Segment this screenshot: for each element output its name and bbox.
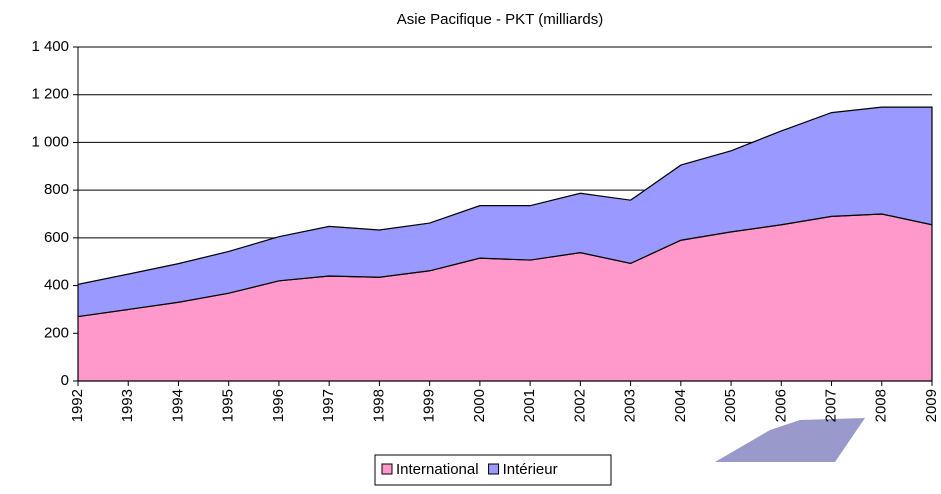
y-tick-label: 1 000	[31, 133, 69, 150]
x-tick-label: 2001	[521, 389, 538, 422]
x-tick-label: 1996	[270, 389, 287, 422]
decoration	[715, 418, 865, 462]
y-tick-label: 1 200	[31, 86, 69, 103]
legend-swatch	[488, 463, 500, 475]
x-tick-label: 1995	[220, 389, 237, 422]
x-tick-label: 1994	[169, 389, 186, 422]
y-tick-label: 800	[44, 181, 69, 198]
legend-label: International	[396, 461, 479, 478]
x-tick-label: 2009	[923, 389, 940, 422]
legend-swatch	[381, 463, 393, 475]
y-tick-label: 200	[44, 324, 69, 341]
legend-label: Intérieur	[503, 461, 558, 478]
x-tick-label: 1998	[370, 389, 387, 422]
x-tick-label: 2006	[772, 389, 789, 422]
x-tick-label: 2002	[571, 389, 588, 422]
x-tick-label: 2008	[873, 389, 890, 422]
chart-title: Asie Pacifique - PKT (milliards)	[397, 11, 603, 28]
x-tick-label: 1997	[320, 389, 337, 422]
y-tick-label: 1 400	[31, 38, 69, 55]
x-tick-label: 2004	[672, 389, 689, 422]
x-tick-label: 2007	[822, 389, 839, 422]
x-tick-label: 2003	[622, 389, 639, 422]
x-tick-label: 1993	[119, 389, 136, 422]
area	[77, 106, 933, 318]
x-tick-label: 2000	[471, 389, 488, 422]
x-tick-label: 1992	[69, 389, 86, 422]
x-tick-label: 2005	[722, 389, 739, 422]
x-tick-label: 1999	[421, 389, 438, 422]
y-tick-label: 0	[61, 372, 69, 389]
y-tick-label: 400	[44, 277, 69, 294]
y-tick-label: 600	[44, 229, 69, 246]
